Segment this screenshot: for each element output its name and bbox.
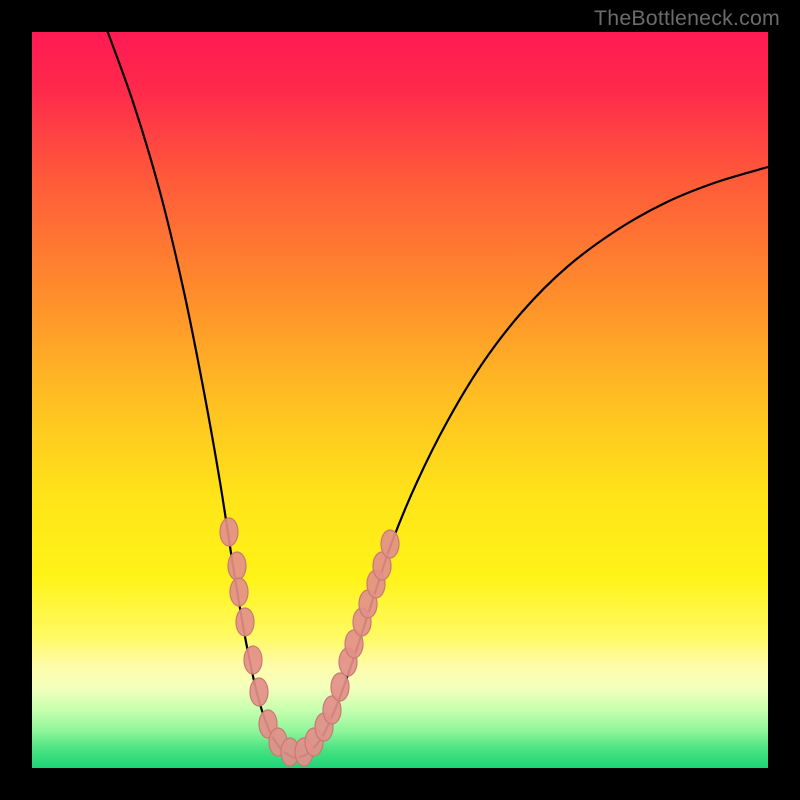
curve-right: [294, 167, 768, 758]
data-marker: [220, 518, 238, 546]
watermark-text: TheBottleneck.com: [594, 6, 780, 31]
marker-cluster-left: [220, 518, 299, 766]
chart-frame: TheBottleneck.com: [0, 0, 800, 800]
marker-cluster-right: [295, 530, 399, 766]
data-marker: [228, 552, 246, 580]
curve-layer: [32, 32, 768, 768]
plot-area: [32, 32, 768, 768]
data-marker: [236, 608, 254, 636]
curve-left: [104, 32, 294, 758]
data-marker: [244, 646, 262, 674]
data-marker: [250, 678, 268, 706]
data-marker: [230, 578, 248, 606]
data-marker: [331, 673, 349, 701]
data-marker: [381, 530, 399, 558]
